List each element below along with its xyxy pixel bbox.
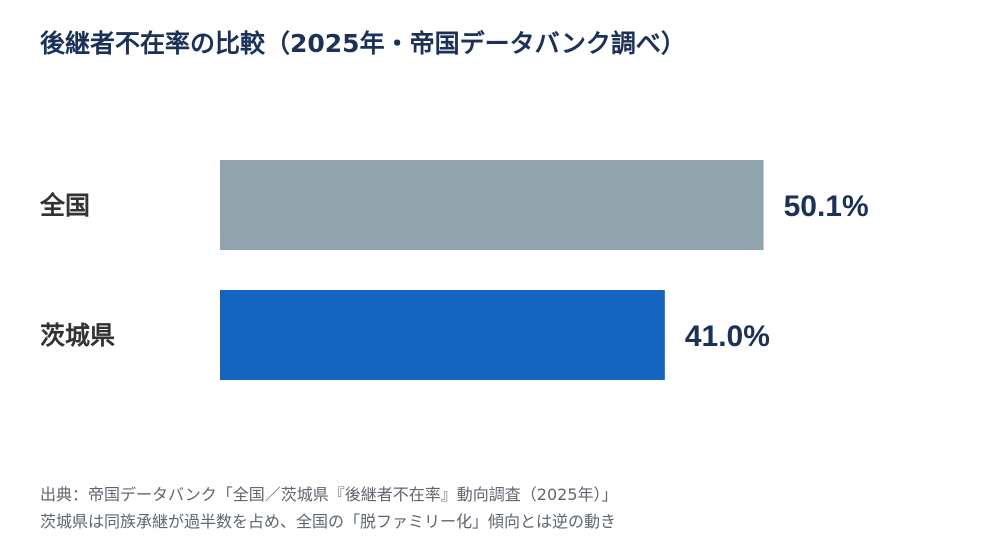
bar-1 <box>220 290 665 380</box>
category-label: 茨城県 <box>40 321 115 350</box>
chart-footer: 出典：帝国データバンク「全国／茨城県『後継者不在率』動向調査（2025年）」 茨… <box>40 481 618 535</box>
chart-title: 後継者不在率の比較（2025年・帝国データバンク調べ） <box>40 29 686 58</box>
value-label: 41.0% <box>685 320 770 353</box>
source-note: 出典：帝国データバンク「全国／茨城県『後継者不在率』動向調査（2025年）」 <box>40 485 618 504</box>
bar-0 <box>220 160 764 250</box>
annotation-note: 茨城県は同族承継が過半数を占め、全国の「脱ファミリー化」傾向とは逆の動き <box>40 512 617 531</box>
value-label: 50.1% <box>784 190 869 223</box>
category-label: 全国 <box>39 191 90 220</box>
